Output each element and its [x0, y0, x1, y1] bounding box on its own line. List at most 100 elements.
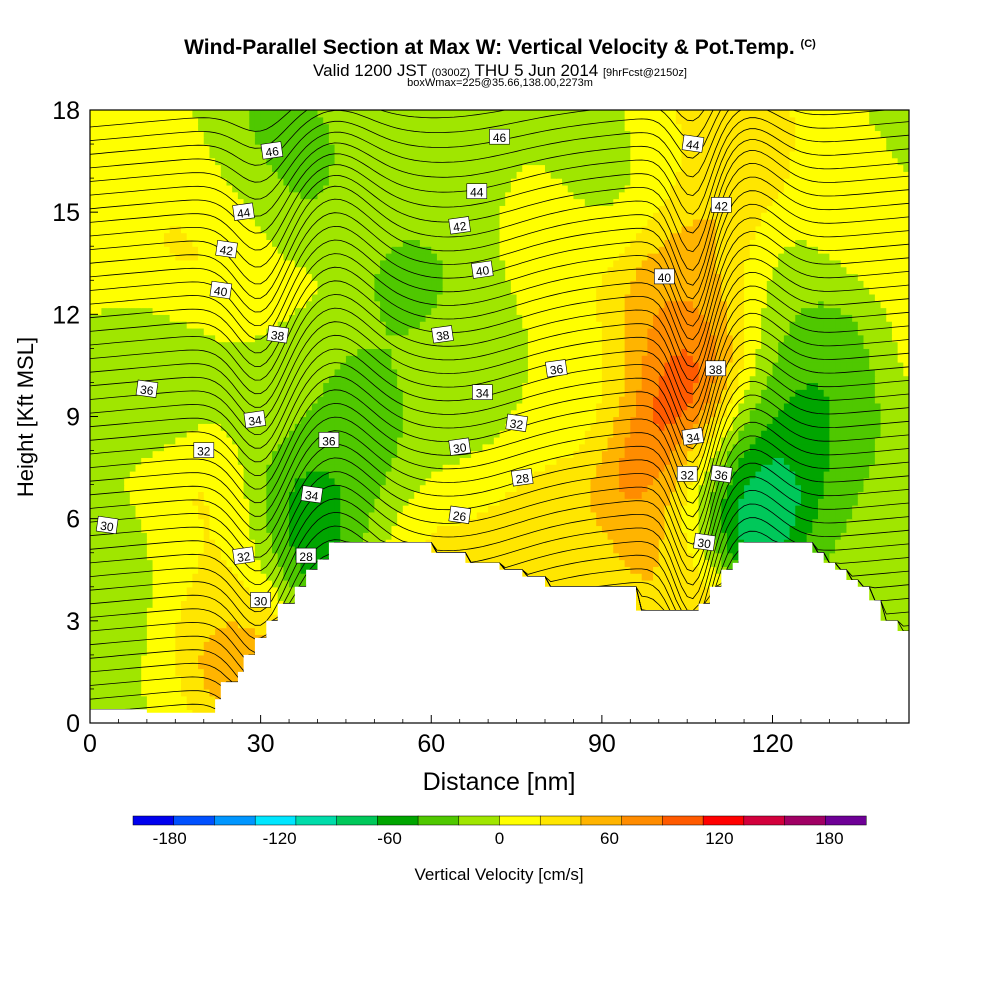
velocity-cell: [869, 579, 876, 588]
velocity-cell: [146, 668, 154, 676]
velocity-cell: [897, 539, 904, 547]
velocity-cell: [869, 539, 876, 547]
velocity-cell: [220, 498, 228, 506]
velocity-cell: [181, 627, 188, 636]
velocity-cell: [891, 525, 899, 533]
velocity-cell: [129, 498, 137, 506]
velocity-cell: [533, 559, 540, 567]
velocity-cell: [647, 586, 654, 595]
velocity-cell: [903, 586, 909, 595]
velocity-cell: [175, 688, 182, 697]
velocity-cell: [692, 498, 700, 506]
velocity-cell: [886, 607, 893, 615]
velocity-cell: [169, 607, 176, 615]
velocity-cell: [198, 688, 205, 697]
velocity-cell: [135, 648, 142, 656]
velocity-cell: [653, 593, 660, 601]
velocity-cell: [397, 518, 404, 527]
velocity-cell: [556, 539, 563, 547]
velocity-cell: [260, 505, 267, 513]
velocity-cell: [118, 627, 125, 636]
velocity-cell: [880, 518, 887, 527]
velocity-cell: [636, 552, 643, 561]
velocity-cell: [488, 484, 495, 493]
velocity-cell: [163, 532, 171, 540]
velocity-cell: [237, 505, 245, 513]
velocity-cell: [146, 702, 154, 710]
velocity-cell: [562, 566, 569, 574]
velocity-cell: [374, 525, 381, 533]
velocity-cell: [283, 579, 290, 588]
velocity-cell: [630, 566, 637, 574]
velocity-cell: [226, 614, 233, 622]
velocity-cell: [721, 505, 728, 513]
velocity-cell: [294, 505, 302, 513]
velocity-cell: [812, 539, 819, 547]
velocity-cell: [124, 586, 131, 595]
velocity-cell: [675, 559, 683, 567]
velocity-cell: [186, 675, 193, 683]
velocity-cell: [510, 491, 518, 499]
velocity-cell: [141, 532, 148, 540]
velocity-cell: [869, 505, 876, 513]
velocity-cell: [175, 559, 182, 567]
velocity-cell: [90, 668, 97, 676]
velocity-cell: [101, 600, 108, 608]
velocity-cell: [670, 545, 677, 554]
velocity-cell: [163, 627, 171, 636]
velocity-cell: [624, 511, 631, 520]
velocity-cell: [107, 600, 114, 608]
velocity-cell: [266, 552, 273, 561]
velocity-cell: [334, 505, 341, 513]
velocity-cell: [175, 491, 182, 499]
velocity-cell: [90, 484, 97, 493]
velocity-cell: [237, 491, 245, 499]
velocity-cell: [283, 573, 290, 581]
velocity-cell: [158, 545, 165, 554]
velocity-cell: [226, 559, 233, 567]
velocity-cell: [220, 505, 228, 513]
velocity-cell: [596, 525, 603, 533]
velocity-cell: [237, 648, 245, 656]
velocity-cell: [203, 661, 211, 670]
velocity-cell: [152, 518, 159, 527]
velocity-cell: [738, 518, 745, 527]
velocity-cell: [539, 518, 546, 527]
velocity-cell: [658, 545, 666, 554]
velocity-cell: [550, 579, 557, 588]
velocity-cell: [129, 648, 137, 656]
velocity-cell: [146, 641, 154, 649]
velocity-cell: [141, 654, 148, 663]
velocity-cell: [374, 505, 381, 513]
velocity-cell: [567, 484, 575, 493]
velocity-cell: [141, 579, 148, 588]
velocity-cell: [670, 566, 677, 574]
velocity-cell: [192, 688, 199, 697]
velocity-cell: [203, 586, 211, 595]
velocity-cell: [476, 525, 484, 533]
velocity-cell: [880, 579, 887, 588]
velocity-cell: [573, 559, 580, 567]
velocity-cell: [95, 675, 102, 683]
velocity-cell: [687, 532, 694, 540]
velocity-cell: [630, 552, 637, 561]
velocity-cell: [95, 505, 102, 513]
velocity-cell: [436, 498, 444, 506]
velocity-cell: [328, 484, 336, 493]
velocity-cell: [152, 545, 159, 554]
velocity-cell: [198, 702, 205, 710]
velocity-cell: [653, 505, 660, 513]
velocity-cell: [641, 505, 648, 513]
velocity-cell: [414, 525, 421, 533]
velocity-cell: [545, 559, 552, 567]
velocity-cell: [601, 484, 609, 493]
velocity-cell: [129, 505, 137, 513]
velocity-cell: [363, 498, 370, 506]
velocity-cell: [863, 505, 870, 513]
velocity-cell: [215, 518, 222, 527]
velocity-cell: [681, 566, 688, 574]
velocity-cell: [152, 614, 159, 622]
velocity-cell: [624, 579, 631, 588]
velocity-cell: [863, 545, 870, 554]
velocity-cell: [442, 518, 449, 527]
